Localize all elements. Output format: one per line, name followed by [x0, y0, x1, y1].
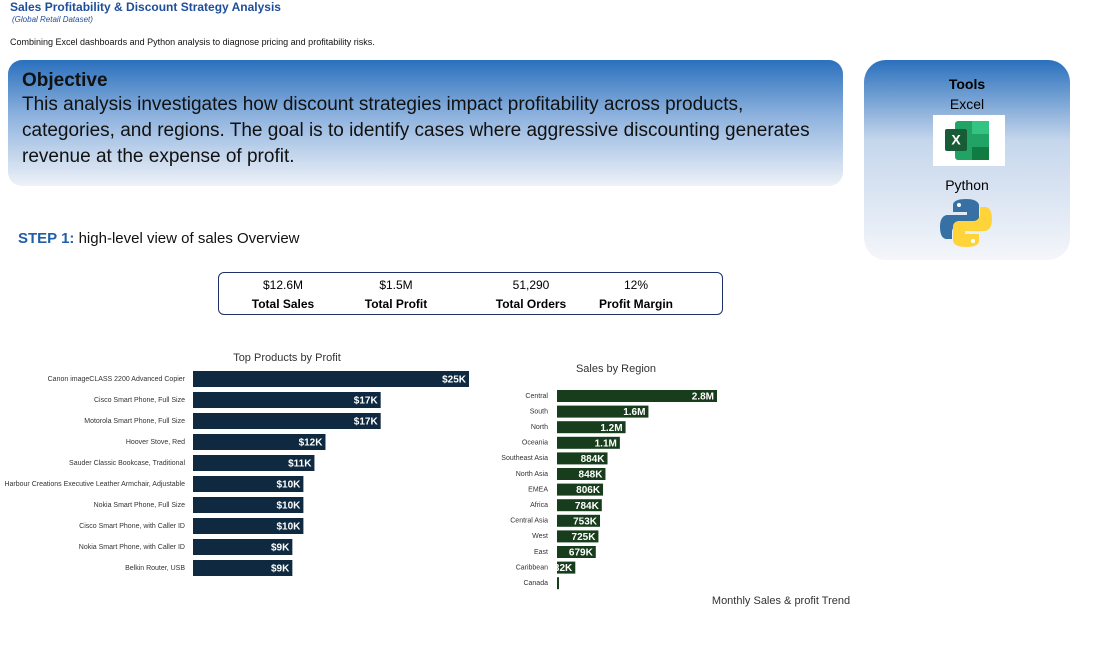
chart-title: Sales by Region	[576, 363, 656, 375]
category-label: Caribbean	[516, 564, 548, 571]
category-label: Harbour Creations Executive Leather Armc…	[4, 481, 185, 488]
value-label: 753K	[573, 516, 598, 527]
value-label: 884K	[581, 454, 606, 465]
category-label: EMEA	[528, 486, 548, 493]
value-label: $11K	[288, 459, 312, 470]
trend-title: Monthly Sales & profit Trend	[712, 595, 850, 607]
bar	[557, 530, 599, 543]
value-label: $25K	[442, 375, 467, 386]
category-label: Cisco Smart Phone, with Caller ID	[79, 523, 185, 530]
bar	[557, 468, 606, 480]
step-text: high-level view of sales Overview	[78, 230, 300, 247]
bar	[193, 476, 304, 492]
tools-heading: Tools	[948, 76, 986, 92]
bar	[193, 497, 304, 513]
value-label: $10K	[276, 522, 301, 533]
chart-title: Top Products by Profit	[233, 352, 341, 364]
bar	[557, 405, 649, 418]
objective-box: Objective This analysis investigates how…	[8, 60, 843, 186]
objective-heading: Objective	[22, 70, 108, 91]
subtitle: (Global Retail Dataset)	[12, 15, 93, 24]
value-label: 1.1M	[595, 438, 617, 449]
tools-box: Tools Excel X Python	[864, 60, 1070, 260]
bar	[557, 561, 576, 574]
bar	[557, 452, 608, 465]
category-label: Southeast Asia	[501, 455, 548, 462]
bar	[193, 413, 381, 429]
value-label: $17K	[354, 396, 379, 407]
python-icon	[940, 199, 992, 247]
bar	[557, 577, 559, 590]
bar	[557, 421, 626, 434]
value-label: 1.6M	[623, 407, 645, 418]
step-label: STEP 1:	[18, 230, 75, 247]
kpi-label: Total Orders	[495, 297, 567, 311]
bar	[193, 371, 469, 387]
bar	[557, 514, 601, 527]
value-label: $10K	[276, 480, 301, 491]
category-label: Motorola Smart Phone, Full Size	[84, 418, 185, 425]
value-label: $9K	[271, 543, 290, 554]
bar	[557, 483, 604, 496]
value-label: 725K	[572, 532, 597, 543]
kpi-label: Total Sales	[251, 297, 315, 311]
value-label: $12K	[299, 438, 324, 449]
bar	[193, 455, 315, 471]
kpi-box: $12.6M Total Sales $1.5M Total Profit 51,290…	[218, 272, 723, 315]
kpi-value: 51,290	[512, 278, 550, 292]
step-heading: STEP 1: high-level view of sales Overvie…	[18, 230, 300, 247]
value-label: 1.2M	[600, 423, 622, 434]
value-label: $9K	[271, 564, 290, 575]
category-label: Central	[525, 393, 548, 400]
category-label: East	[534, 549, 548, 556]
category-label: Canon imageCLASS 2200 Advanced Copier	[48, 376, 186, 383]
excel-icon: X	[933, 115, 1005, 166]
category-label: Oceania	[522, 440, 548, 447]
bar	[557, 499, 602, 512]
svg-text:X: X	[951, 132, 961, 148]
category-label: North Asia	[516, 471, 548, 478]
objective-text: This analysis investigates how discount …	[22, 94, 810, 167]
kpi-label: Profit Margin	[599, 297, 673, 311]
category-label: Cisco Smart Phone, Full Size	[94, 397, 185, 404]
tool-name: Python	[945, 177, 989, 193]
description: Combining Excel dashboards and Python an…	[10, 37, 375, 47]
bar	[557, 546, 596, 558]
bar	[193, 539, 293, 555]
value-label: 848K	[579, 470, 604, 481]
kpi-label: Total Profit	[364, 297, 428, 311]
bar	[193, 518, 304, 534]
kpi-value: $12.6M	[262, 278, 304, 292]
category-label: West	[532, 533, 548, 540]
category-label: Canada	[523, 580, 548, 587]
title: Sales Profitability & Discount Strategy …	[10, 0, 281, 14]
kpi-value: 12%	[623, 278, 649, 292]
category-label: Central Asia	[510, 518, 548, 525]
kpi-value: $1.5M	[379, 278, 413, 292]
category-label: South	[530, 408, 548, 415]
category-label: Nokia Smart Phone, Full Size	[94, 502, 186, 509]
value-label: 679K	[569, 548, 594, 559]
bar	[557, 390, 717, 402]
value-label: $10K	[276, 501, 301, 512]
bar	[557, 436, 620, 449]
bar	[193, 434, 326, 450]
category-label: North	[531, 424, 548, 431]
value-label: $17K	[354, 417, 379, 428]
category-label: Hoover Stove, Red	[126, 439, 185, 446]
bar	[193, 392, 381, 408]
value-label: 806K	[576, 485, 601, 496]
tool-name: Excel	[949, 96, 985, 112]
bar	[193, 560, 293, 576]
value-label: 2.8M	[692, 392, 714, 403]
category-label: Belkin Router, USB	[125, 565, 185, 572]
value-label: 784K	[575, 501, 600, 512]
value-label: 32K	[554, 563, 573, 574]
category-label: Sauder Classic Bookcase, Traditional	[69, 460, 185, 467]
category-label: Africa	[530, 502, 548, 509]
category-label: Nokia Smart Phone, with Caller ID	[79, 544, 185, 551]
